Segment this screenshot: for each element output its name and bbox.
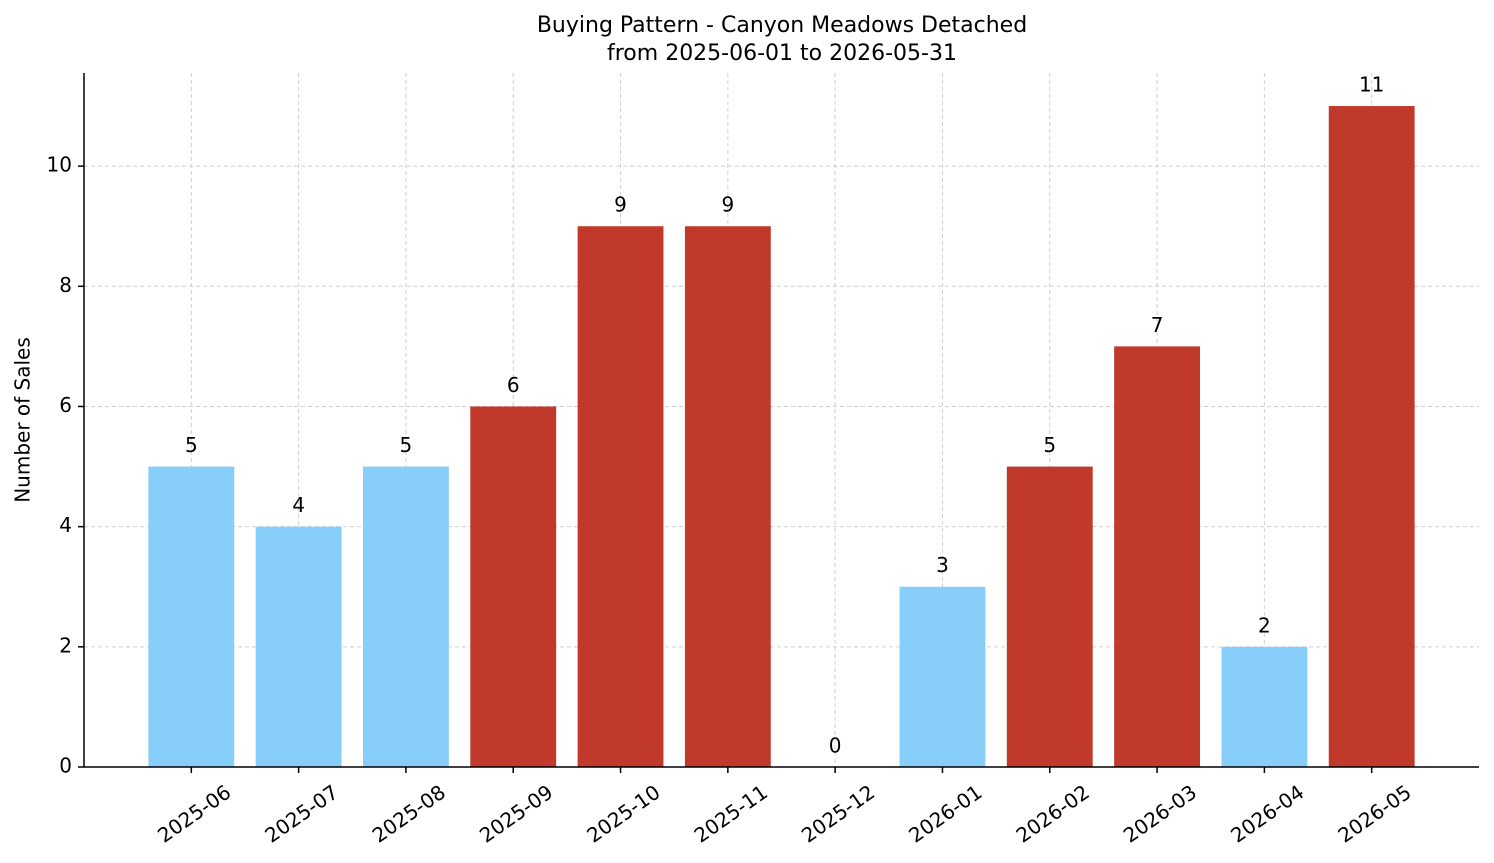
y-tick-label: 8 xyxy=(59,273,72,297)
bar xyxy=(899,586,986,767)
x-tick-label: 2026-04 xyxy=(1226,780,1308,848)
value-label: 5 xyxy=(185,433,198,457)
y-tick-label: 4 xyxy=(59,513,72,537)
chart-title: Buying Pattern - Canyon Meadows Detached xyxy=(537,13,1027,38)
value-label: 9 xyxy=(614,193,627,217)
bar xyxy=(1328,106,1415,768)
value-label: 7 xyxy=(1151,313,1164,337)
bar xyxy=(684,226,771,768)
x-tick-label: 2025-12 xyxy=(797,780,879,848)
x-tick-label: 2026-01 xyxy=(904,780,986,848)
bar xyxy=(470,406,557,767)
chart-subtitle: from 2025-06-01 to 2026-05-31 xyxy=(607,41,957,66)
x-tick-label: 2026-05 xyxy=(1333,780,1415,848)
x-tick-label: 2025-07 xyxy=(260,780,342,848)
bar xyxy=(255,526,342,767)
x-tick-label: 2026-03 xyxy=(1119,780,1201,848)
y-tick-label: 2 xyxy=(59,633,72,657)
x-tick-label: 2025-09 xyxy=(475,780,557,848)
bar xyxy=(363,466,449,767)
bar xyxy=(148,466,235,767)
bar xyxy=(1006,466,1093,767)
y-tick-label: 6 xyxy=(59,393,72,417)
value-label: 4 xyxy=(292,493,305,517)
x-tick-label: 2026-02 xyxy=(1012,780,1094,848)
y-axis-label: Number of Sales xyxy=(11,337,35,503)
value-label: 5 xyxy=(1043,433,1056,457)
bar xyxy=(1221,646,1308,767)
x-tick-label: 2025-06 xyxy=(153,780,235,848)
y-tick-label: 10 xyxy=(47,153,72,177)
x-tick-label: 2025-11 xyxy=(690,780,772,848)
value-label: 3 xyxy=(936,553,949,577)
x-tick-label: 2025-10 xyxy=(582,780,664,848)
value-label: 6 xyxy=(507,373,520,397)
bar xyxy=(1114,346,1200,767)
value-label: 9 xyxy=(721,193,734,217)
value-label: 5 xyxy=(400,433,413,457)
value-label: 11 xyxy=(1359,73,1384,97)
bar xyxy=(577,226,664,768)
x-tick-label: 2025-08 xyxy=(368,780,450,848)
value-label: 0 xyxy=(829,734,842,758)
y-tick-label: 0 xyxy=(59,754,72,778)
value-label: 2 xyxy=(1258,613,1271,637)
